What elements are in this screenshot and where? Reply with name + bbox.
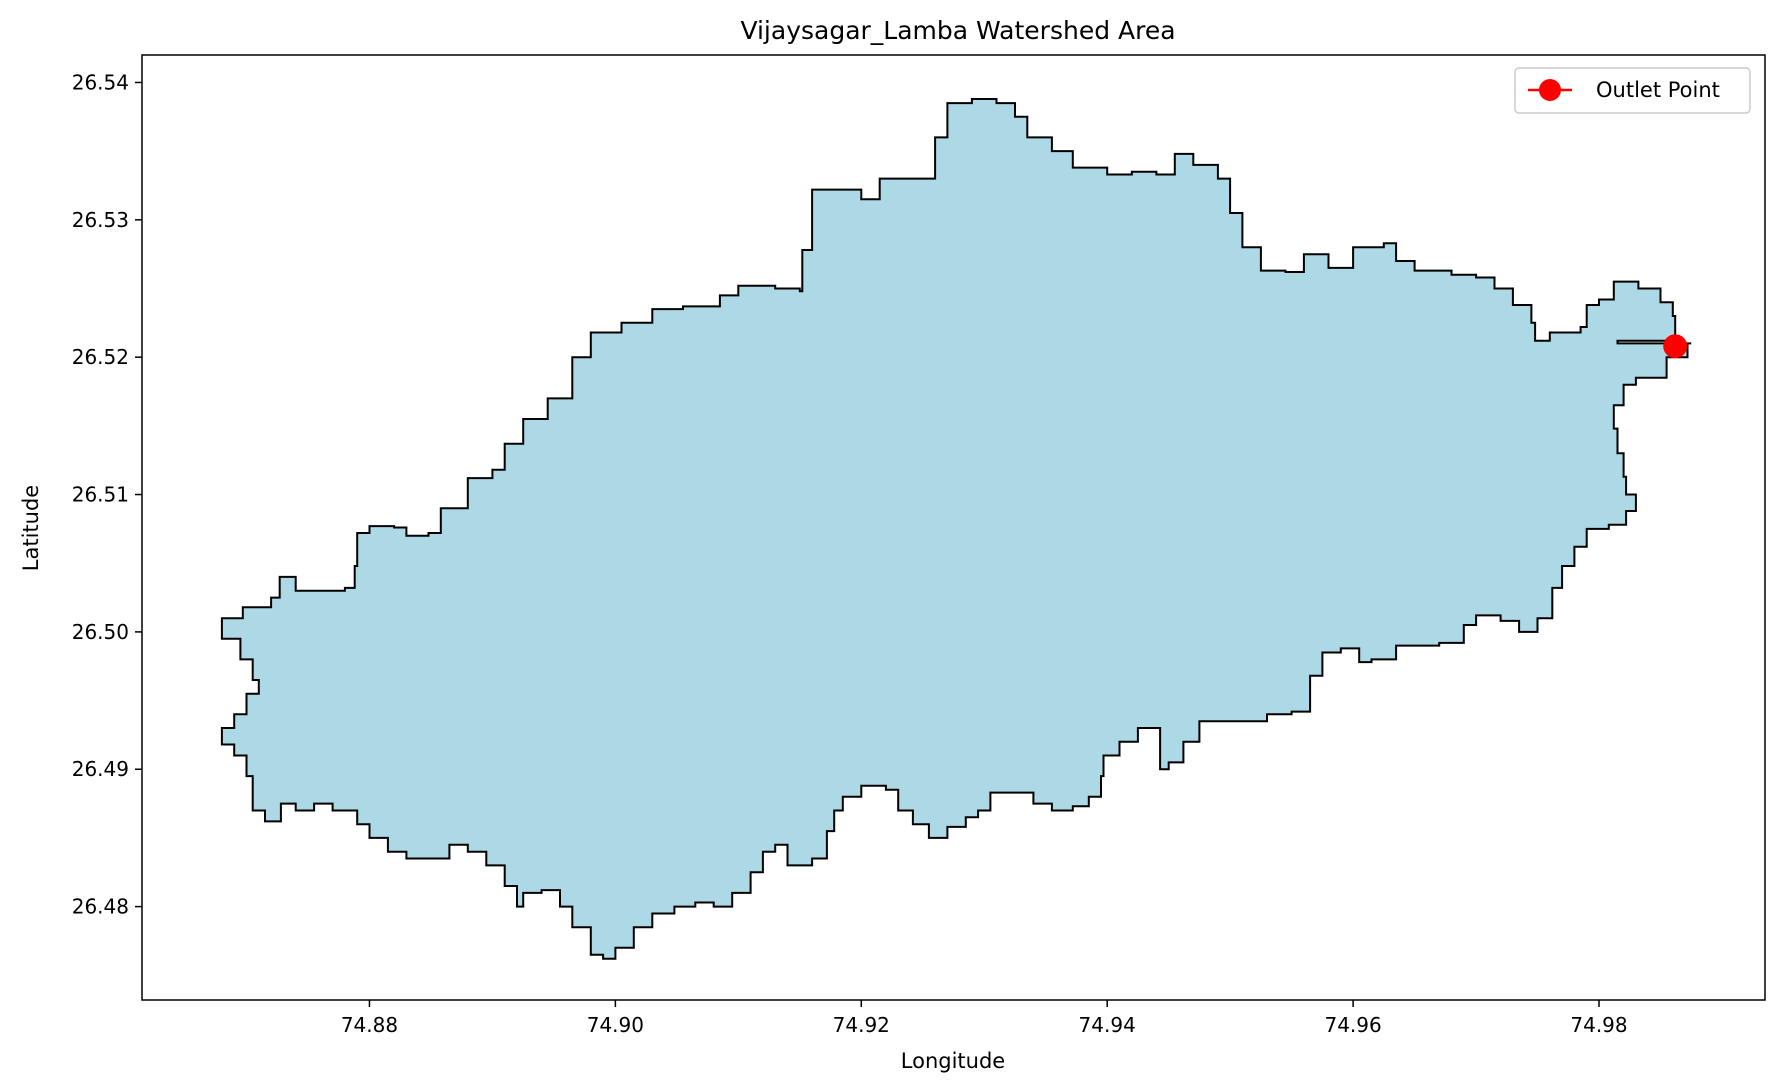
legend-box [1514,67,1751,114]
x-tick-label: 74.94 [1079,1013,1136,1037]
chart-title: Vijaysagar_Lamba Watershed Area [740,16,1175,45]
x-tick-label: 74.90 [587,1013,644,1037]
x-tick-label: 74.96 [1324,1013,1381,1037]
y-tick-label: 26.53 [72,208,129,232]
y-tick-label: 26.54 [72,70,129,94]
y-axis-ticks: 26.48 26.49 26.50 26.51 26.52 26.53 26.54 [72,70,142,919]
y-tick-label: 26.49 [72,757,129,781]
x-axis-label: Longitude [901,1049,1005,1073]
plot-frame [141,54,1766,1001]
x-axis-ticks: 74.88 74.90 74.92 74.94 74.96 74.98 [341,1000,1628,1037]
legend-marker-swatch [1539,79,1561,101]
y-axis-label: Latitude [19,485,43,571]
y-tick-label: 26.48 [72,895,129,919]
y-tick-label: 26.51 [72,483,129,507]
legend: Outlet Point [1514,67,1751,114]
x-tick-label: 74.88 [341,1013,398,1037]
y-tick-label: 26.50 [72,620,129,644]
x-tick-label: 74.92 [833,1013,890,1037]
y-tick-label: 26.52 [72,345,129,369]
shape-layer [220,98,1692,960]
outlet-point-marker [1663,334,1688,359]
watershed-boundary [220,98,1692,960]
legend-label: Outlet Point [1596,78,1720,102]
x-tick-label: 74.98 [1570,1013,1627,1037]
